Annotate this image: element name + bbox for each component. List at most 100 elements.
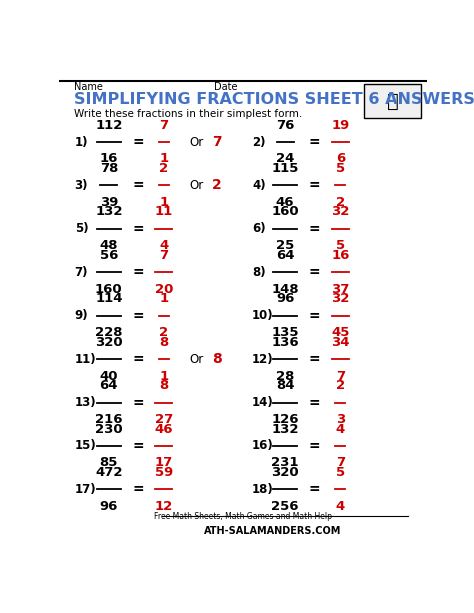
Text: Or: Or [190,135,204,148]
Text: 85: 85 [100,456,118,470]
Text: =: = [132,352,144,366]
Text: 3: 3 [336,413,345,426]
Text: 2: 2 [336,196,345,209]
Text: Or: Or [190,179,204,192]
Text: 114: 114 [95,292,123,305]
Text: =: = [132,309,144,322]
Text: 8: 8 [159,379,169,392]
Text: 17): 17) [75,483,96,496]
Text: 7: 7 [159,119,169,132]
Text: =: = [309,135,320,149]
Text: 64: 64 [276,249,294,262]
Text: 112: 112 [95,119,123,132]
Text: =: = [309,222,320,236]
Text: Or: Or [190,352,204,365]
Text: 5: 5 [336,239,345,252]
Text: 6: 6 [336,153,345,166]
Text: 45: 45 [331,326,349,339]
Text: 13): 13) [75,396,96,409]
Text: 84: 84 [276,379,294,392]
Text: 3): 3) [75,179,88,192]
Text: =: = [309,309,320,322]
Text: 8): 8) [252,266,266,279]
Text: =: = [309,395,320,409]
Text: 19: 19 [331,119,349,132]
Text: 230: 230 [95,422,123,436]
Text: Free Math Sheets, Math Games and Math Help: Free Math Sheets, Math Games and Math He… [154,512,332,521]
Text: Date: Date [213,82,237,92]
Text: 37: 37 [331,283,349,295]
Text: Name: Name [74,82,103,92]
Text: 56: 56 [100,249,118,262]
Text: 28: 28 [276,370,294,383]
Text: 🦒: 🦒 [387,92,399,111]
Text: 320: 320 [95,336,123,349]
Text: 78: 78 [100,162,118,175]
Text: 4: 4 [336,500,345,513]
Text: 17: 17 [155,456,173,470]
Text: 7: 7 [336,370,345,383]
Text: =: = [132,265,144,280]
Text: 34: 34 [331,336,349,349]
Text: 7: 7 [159,249,169,262]
Text: 256: 256 [272,500,299,513]
Text: 76: 76 [276,119,294,132]
Text: 7: 7 [212,135,221,149]
Text: 6): 6) [252,223,266,235]
Text: 136: 136 [271,336,299,349]
Text: 25: 25 [276,239,294,252]
Text: =: = [132,395,144,409]
Text: 24: 24 [276,153,294,166]
Text: 40: 40 [100,370,118,383]
Text: 2: 2 [336,379,345,392]
Text: 39: 39 [100,196,118,209]
Text: 8: 8 [159,336,169,349]
Text: 4: 4 [159,239,169,252]
Text: 135: 135 [272,326,299,339]
Text: 1: 1 [159,153,169,166]
Text: 16): 16) [252,440,274,452]
Text: 18): 18) [252,483,274,496]
Text: 1: 1 [159,292,169,305]
Text: 46: 46 [155,422,173,436]
Text: 472: 472 [95,466,123,479]
Text: 132: 132 [95,205,123,218]
Text: SIMPLIFYING FRACTIONS SHEET 6 ANSWERS: SIMPLIFYING FRACTIONS SHEET 6 ANSWERS [74,92,474,107]
Text: Write these fractions in their simplest form.: Write these fractions in their simplest … [74,109,302,119]
Text: 148: 148 [271,283,299,295]
Text: 12): 12) [252,352,273,365]
Text: 16: 16 [100,153,118,166]
Text: 231: 231 [272,456,299,470]
Text: 27: 27 [155,413,173,426]
Text: =: = [309,439,320,453]
Text: 2): 2) [252,135,265,148]
Text: 160: 160 [95,283,123,295]
Text: =: = [309,265,320,280]
Text: 4: 4 [336,422,345,436]
Text: =: = [309,482,320,497]
Text: 20: 20 [155,283,173,295]
Text: 1: 1 [159,196,169,209]
Text: =: = [132,439,144,453]
Text: 228: 228 [95,326,123,339]
Text: 8: 8 [212,352,221,366]
Text: 32: 32 [331,205,349,218]
Text: 15): 15) [75,440,96,452]
Text: ATH-SALAMANDERS.COM: ATH-SALAMANDERS.COM [204,527,341,536]
Text: 126: 126 [272,413,299,426]
Text: 5): 5) [75,223,88,235]
Text: 132: 132 [272,422,299,436]
Text: 216: 216 [95,413,123,426]
Text: 64: 64 [100,379,118,392]
Text: 11: 11 [155,205,173,218]
Text: 7): 7) [75,266,88,279]
Text: 46: 46 [276,196,294,209]
Text: 320: 320 [271,466,299,479]
Text: 11): 11) [75,352,96,365]
Text: 1): 1) [75,135,88,148]
FancyBboxPatch shape [364,85,421,118]
Text: 59: 59 [155,466,173,479]
Text: 115: 115 [272,162,299,175]
Text: =: = [132,222,144,236]
Text: =: = [132,135,144,149]
